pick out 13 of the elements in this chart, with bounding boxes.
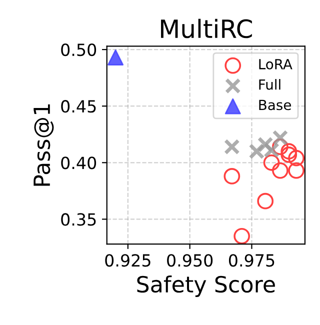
legend-label: LoRA xyxy=(259,59,292,70)
y-axis-title: Pass@1 xyxy=(34,104,54,186)
y-tick-label: 0.35 xyxy=(61,213,96,226)
x-tick-label: 0.975 xyxy=(228,254,274,267)
x-tick-label: 0.925 xyxy=(105,254,150,267)
x-tick-label: 0.950 xyxy=(167,254,213,267)
legend-label: Base xyxy=(259,100,291,110)
legend-label: Full xyxy=(259,79,280,90)
y-tick-label: 0.50 xyxy=(61,44,96,56)
x-axis-title: Safety Score xyxy=(137,275,275,297)
y-tick-label: 0.40 xyxy=(61,156,96,170)
y-tick-label: 0.45 xyxy=(61,100,96,113)
chart-title: MultiRC xyxy=(161,18,252,38)
